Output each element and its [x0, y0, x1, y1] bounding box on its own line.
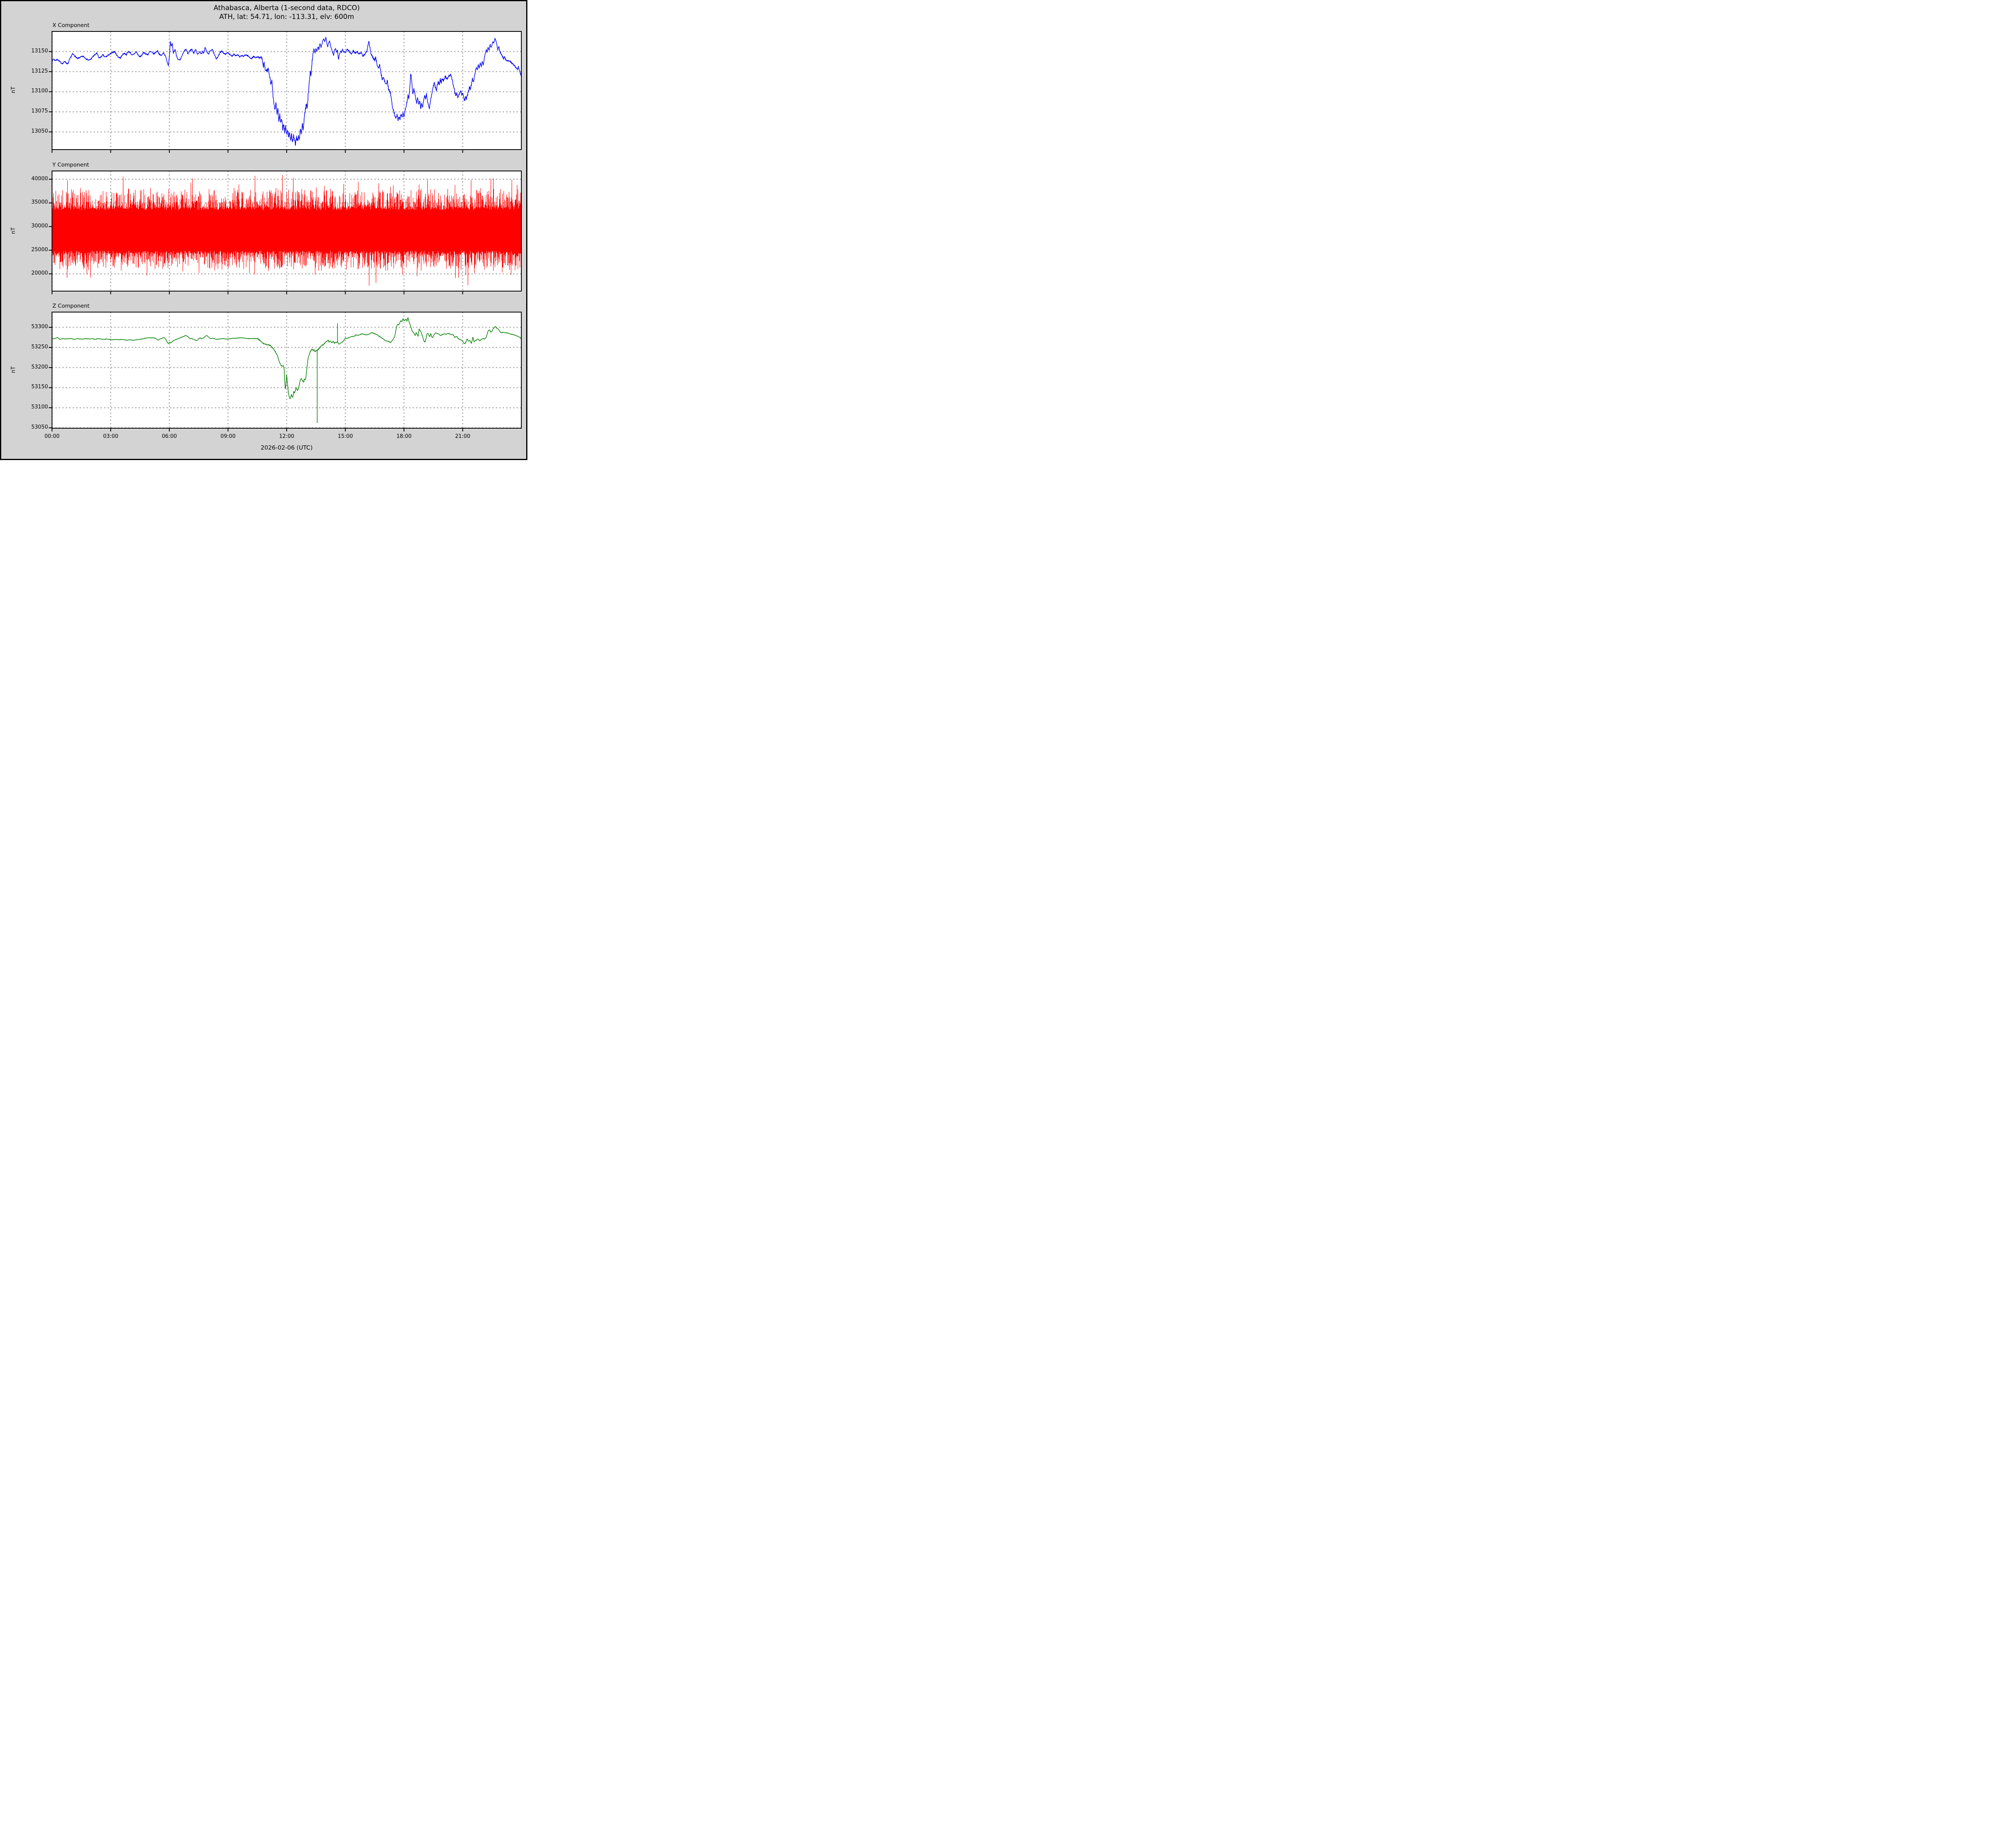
- y-tick-label: 13150: [31, 48, 48, 54]
- panel-title-z-component: Z Component: [52, 303, 90, 309]
- y-tick-label: 13050: [31, 128, 48, 135]
- y-tick-label: 53050: [31, 424, 48, 430]
- y-tick-label: 25000: [31, 246, 48, 253]
- y-tick-label: 30000: [31, 223, 48, 229]
- magnetometer-figure: Athabasca, Alberta (1-second data, RDCO)…: [0, 0, 527, 460]
- y-tick-label: 40000: [31, 175, 48, 182]
- y-tick-label: 53200: [31, 364, 48, 370]
- panel-title-y-component: Y Component: [52, 162, 89, 168]
- x-tick-label: 21:00: [455, 433, 471, 440]
- panel-title-x-component: X Component: [52, 22, 90, 29]
- figure-title: Athabasca, Alberta (1-second data, RDCO): [213, 4, 360, 12]
- figure-subtitle: ATH, lat: 54.71, lon: -113.31, elv: 600m: [219, 13, 354, 21]
- y-tick-label: 53150: [31, 384, 48, 390]
- y-tick-label: 35000: [31, 199, 48, 206]
- y-tick-label: 53300: [31, 323, 48, 330]
- y-tick-label: 13125: [31, 68, 48, 74]
- y-tick-label: 53250: [31, 344, 48, 350]
- x-tick-label: 18:00: [396, 433, 412, 440]
- x-tick-label: 06:00: [162, 433, 177, 440]
- x-axis-label: 2026-02-06 (UTC): [260, 445, 313, 451]
- x-tick-label: 00:00: [44, 433, 60, 440]
- y-tick-label: 13075: [31, 108, 48, 115]
- x-tick-label: 03:00: [103, 433, 119, 440]
- x-tick-label: 15:00: [337, 433, 353, 440]
- y-tick-label: 20000: [31, 270, 48, 277]
- x-tick-label: 09:00: [220, 433, 236, 440]
- chart-canvas: [49, 31, 522, 431]
- y-tick-label: 13100: [31, 88, 48, 94]
- x-tick-label: 12:00: [279, 433, 294, 440]
- y-tick-label: 53100: [31, 404, 48, 410]
